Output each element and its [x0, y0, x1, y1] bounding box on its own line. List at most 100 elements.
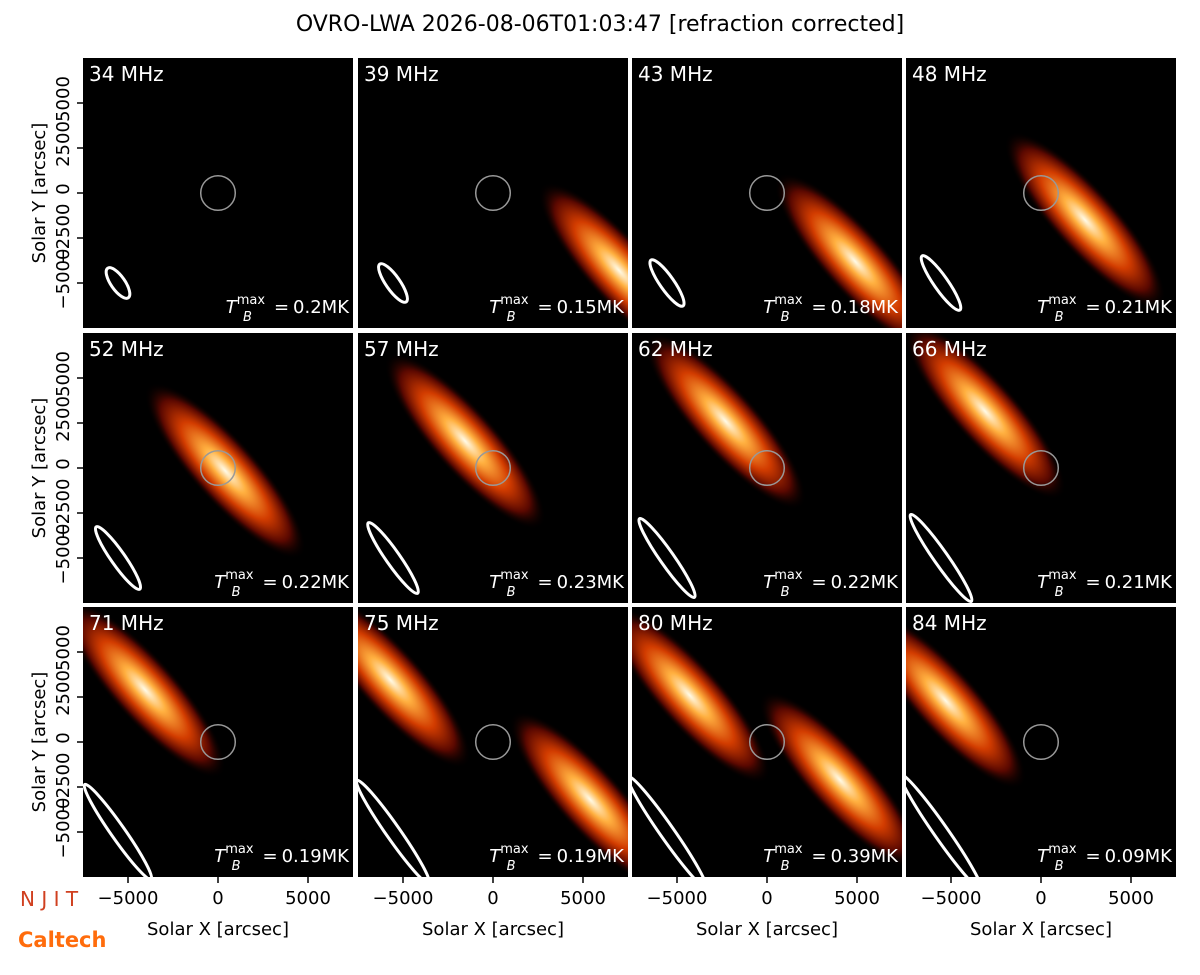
panel: [906, 607, 1176, 877]
tmax-base: T: [763, 846, 776, 867]
emission-source: [645, 333, 807, 510]
tmax-value: 0.21MK: [1105, 572, 1174, 593]
y-tick-label: −2500: [53, 479, 74, 540]
beam: [358, 778, 432, 877]
beam: [919, 254, 963, 312]
beam: [648, 258, 686, 308]
y-axis-label: Solar Y [arcsec]: [29, 123, 50, 264]
tmax-value: 0.18MK: [831, 297, 900, 318]
solar-disk: [199, 174, 237, 212]
tmax-eq: =: [811, 297, 826, 318]
panel: [632, 58, 902, 328]
tmax-eq: =: [274, 297, 289, 318]
frequency-label: 34 MHz: [89, 62, 164, 86]
tmax-base: T: [489, 846, 502, 867]
tmax-value: 0.19MK: [557, 846, 626, 867]
solar-disk: [1022, 174, 1060, 212]
panel-background: [358, 58, 628, 328]
frequency-label: 80 MHz: [638, 611, 713, 635]
tmax-label: Tmax B = 0.19MK: [489, 842, 625, 874]
tmax-base: T: [1037, 572, 1050, 593]
beam: [906, 773, 984, 877]
tmax-base: T: [1037, 846, 1050, 867]
y-tick-label: −5000: [53, 798, 74, 859]
beam: [377, 262, 409, 304]
x-tick-label: −5000: [373, 888, 434, 909]
y-tick-label: 5000: [53, 625, 74, 671]
tmax-sub: B: [507, 859, 516, 874]
y-tick-label: 2500: [53, 396, 74, 442]
tmax-sub: B: [507, 585, 516, 600]
solar-disk: [199, 449, 237, 487]
emission-source: [144, 382, 306, 559]
beam: [83, 782, 154, 877]
panel: [906, 333, 1176, 603]
frequency-label: 52 MHz: [89, 337, 164, 361]
tmax-label: Tmax B = 0.21MK: [1037, 293, 1173, 325]
emission-source: [759, 691, 902, 868]
tmax-sub: B: [781, 585, 790, 600]
panel: [358, 333, 628, 603]
solar-disk: [474, 174, 512, 212]
tmax-base: T: [489, 297, 502, 318]
y-tick-label: 5000: [53, 351, 74, 397]
frequency-label: 66 MHz: [912, 337, 987, 361]
tmax-eq: =: [537, 297, 552, 318]
tmax-eq: =: [262, 572, 277, 593]
y-tick-label: 5000: [53, 76, 74, 122]
tmax-eq: =: [262, 846, 277, 867]
y-tick-label: −5000: [53, 249, 74, 310]
x-tick-label: 0: [1035, 888, 1046, 909]
tmax-base: T: [1037, 297, 1050, 318]
emission-source: [632, 607, 771, 784]
tmax-sup: max: [500, 842, 529, 857]
x-tick-label: 0: [487, 888, 498, 909]
tmax-value: 0.19MK: [282, 846, 351, 867]
x-axis-label: Solar X [arcsec]: [970, 919, 1112, 940]
x-tick-label: 5000: [285, 888, 331, 909]
panel: [632, 333, 902, 603]
tmax-eq: =: [537, 572, 552, 593]
tmax-sup: max: [225, 568, 254, 583]
x-axis-label: Solar X [arcsec]: [422, 919, 564, 940]
x-tick-label: −5000: [921, 888, 982, 909]
tmax-sup: max: [500, 568, 529, 583]
solar-disk: [748, 174, 786, 212]
beam: [908, 512, 974, 603]
emission-source: [358, 607, 471, 769]
solar-disk: [199, 723, 237, 761]
solar-disk: [1022, 723, 1060, 761]
tmax-label: Tmax B = 0.18MK: [763, 293, 899, 325]
tmax-value: 0.2MK: [293, 297, 350, 318]
tmax-sup: max: [225, 842, 254, 857]
tmax-value: 0.22MK: [282, 572, 351, 593]
tmax-sup: max: [774, 293, 803, 308]
beam: [104, 266, 132, 300]
frequency-label: 71 MHz: [89, 611, 164, 635]
tmax-sup: max: [774, 842, 803, 857]
tmax-sub: B: [232, 859, 241, 874]
panel: [358, 58, 628, 328]
emission-source: [384, 352, 546, 530]
tmax-label: Tmax B = 0.09MK: [1037, 842, 1173, 874]
tmax-label: Tmax B = 0.19MK: [214, 842, 350, 874]
tmax-base: T: [226, 297, 239, 318]
tmax-label: Tmax B = 0.22MK: [214, 568, 350, 600]
beam: [93, 525, 143, 591]
tmax-sup: max: [1048, 842, 1077, 857]
frequency-label: 62 MHz: [638, 337, 713, 361]
tmax-base: T: [489, 572, 502, 593]
x-tick-label: −5000: [98, 888, 159, 909]
solar-disk: [1022, 449, 1060, 487]
title: OVRO-LWA 2026-08-06T01:03:47 [refraction…: [296, 12, 904, 37]
tmax-sup: max: [1048, 568, 1077, 583]
tmax-eq: =: [1085, 572, 1100, 593]
y-tick-label: 2500: [53, 121, 74, 167]
y-tick-label: −5000: [53, 524, 74, 585]
solar-disk: [474, 723, 512, 761]
beam: [637, 516, 697, 600]
tmax-sub: B: [507, 310, 516, 325]
x-axis-label: Solar X [arcsec]: [696, 919, 838, 940]
y-tick-label: 0: [53, 732, 74, 743]
